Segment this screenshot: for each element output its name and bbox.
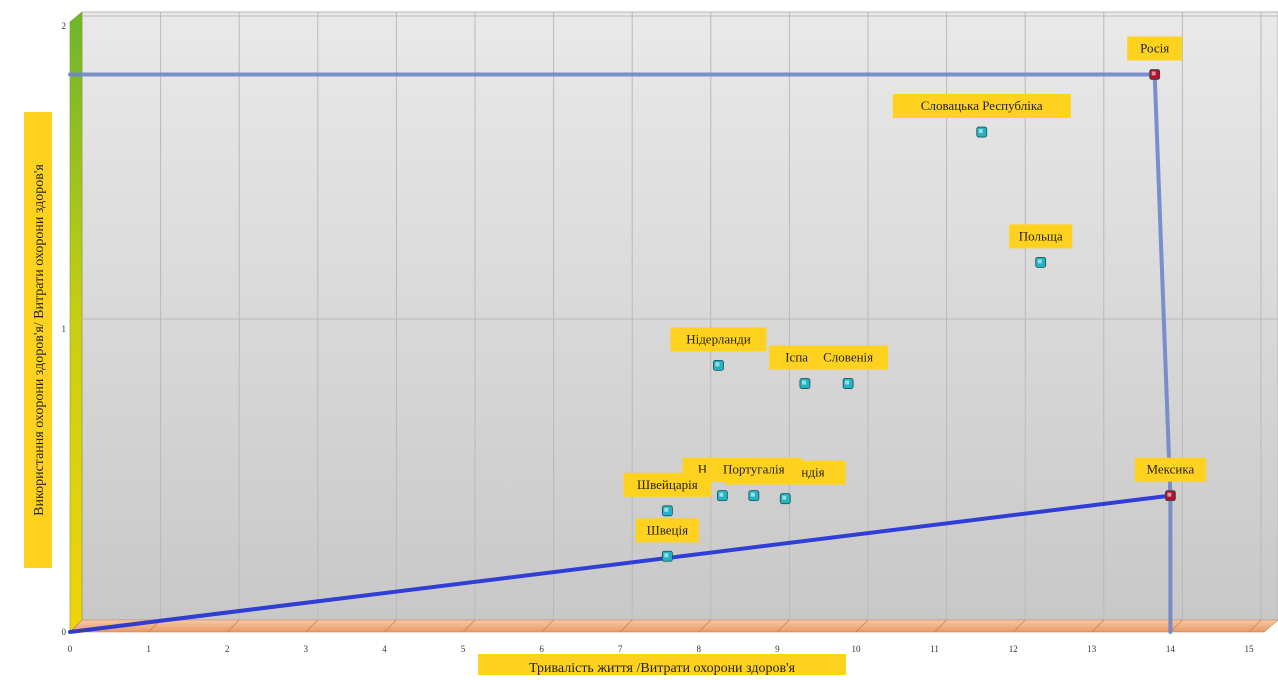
x-tick-label: 11 bbox=[930, 644, 939, 654]
data-point: Словенія bbox=[808, 345, 888, 389]
x-axis-title: Тривалість життя /Витрати охорони здоров… bbox=[478, 654, 846, 678]
x-tick-label: 12 bbox=[1009, 644, 1018, 654]
point-label-background bbox=[635, 518, 699, 543]
point-label: Швейцарія bbox=[637, 477, 698, 492]
data-points: Росія Словацька Республіка Польща Нідерланд… bbox=[623, 36, 1207, 562]
point-marker-highlight bbox=[750, 492, 755, 497]
point-marker-highlight bbox=[719, 492, 724, 497]
grid-line-x-floor bbox=[462, 619, 476, 633]
x-tick-label: 7 bbox=[618, 644, 623, 654]
grid-line-x-floor bbox=[1091, 619, 1105, 633]
x-tick-label: 1 bbox=[146, 644, 151, 654]
point-label: Нідерланди bbox=[686, 331, 751, 346]
x-tick-label: 0 bbox=[68, 644, 73, 654]
point-label-background bbox=[892, 94, 1071, 119]
point-marker-highlight bbox=[978, 129, 983, 134]
point-marker-highlight bbox=[782, 495, 787, 500]
x-tick-label: 5 bbox=[461, 644, 466, 654]
frontier-line bbox=[1152, 72, 1173, 498]
x-tick-label: 8 bbox=[697, 644, 702, 654]
point-marker-highlight bbox=[715, 362, 720, 367]
point-marker-highlight bbox=[845, 380, 850, 385]
point-marker-highlight bbox=[664, 507, 669, 512]
point-label: Словацька Республіка bbox=[921, 98, 1043, 113]
point-label-background bbox=[808, 345, 888, 370]
point-marker-highlight bbox=[664, 553, 669, 558]
y-tick-label: 1 bbox=[62, 324, 67, 334]
data-point: Нідерланди bbox=[670, 327, 767, 371]
x-tick-label: 14 bbox=[1166, 644, 1176, 654]
data-point: Португалія bbox=[705, 457, 802, 502]
point-label-background bbox=[670, 327, 767, 352]
grid-line-x-floor bbox=[541, 619, 554, 633]
grid-line-x-floor bbox=[1248, 619, 1262, 633]
point-label-background bbox=[1009, 224, 1073, 249]
y-axis-label: Використання охорони здоров'я/ Витрати о… bbox=[32, 164, 47, 516]
data-point: Мексика bbox=[1134, 457, 1207, 502]
point-label: Португалія bbox=[723, 462, 785, 477]
x-tick-label: 15 bbox=[1245, 644, 1255, 654]
point-label: Польща bbox=[1019, 228, 1063, 243]
x-axis-floor bbox=[69, 619, 1278, 633]
data-point: Словацька Республіка bbox=[892, 94, 1071, 138]
frontier-line bbox=[68, 493, 1173, 634]
x-tick-label: 4 bbox=[382, 644, 387, 654]
x-tick-label: 9 bbox=[775, 644, 780, 654]
x-tick-label: 3 bbox=[304, 644, 309, 654]
grid-line-x-floor bbox=[305, 619, 319, 633]
point-label: Швеція bbox=[647, 522, 689, 537]
point-label-background bbox=[623, 472, 712, 497]
point-label: Мексика bbox=[1147, 462, 1195, 477]
point-marker-highlight bbox=[1167, 492, 1172, 497]
grid-line-x-floor bbox=[934, 619, 947, 633]
y-tick-label: 2 bbox=[62, 21, 67, 31]
y-axis-wall bbox=[69, 11, 83, 633]
data-point: Швеція bbox=[635, 518, 699, 562]
point-label-background bbox=[705, 457, 802, 482]
point-marker-highlight bbox=[801, 380, 806, 385]
grid-line-x-floor bbox=[855, 619, 869, 633]
grid-line-x-floor bbox=[698, 619, 712, 633]
point-label-background bbox=[1127, 36, 1183, 61]
x-tick-label: 13 bbox=[1087, 644, 1097, 654]
x-axis-label: Тривалість життя /Витрати охорони здоров… bbox=[529, 661, 796, 675]
point-label: Словенія bbox=[823, 350, 873, 365]
x-tick-label: 6 bbox=[539, 644, 544, 654]
grid-line-x-floor bbox=[384, 619, 397, 633]
grid-line-x-floor bbox=[226, 619, 240, 633]
data-point: Росія bbox=[1127, 36, 1183, 80]
grid-line-x-floor bbox=[1012, 619, 1026, 633]
point-marker-highlight bbox=[1037, 259, 1042, 264]
grid-line-x-floor bbox=[619, 619, 633, 633]
point-label: Росія bbox=[1140, 40, 1169, 55]
grid-line-x-floor bbox=[777, 619, 790, 633]
y-tick-label: 0 bbox=[62, 627, 67, 637]
y-axis-title: Використання охорони здоров'я/ Витрати о… bbox=[24, 112, 52, 568]
x-tick-label: 2 bbox=[225, 644, 230, 654]
point-marker-highlight bbox=[1151, 71, 1156, 76]
frontier-lines bbox=[68, 72, 1173, 634]
x-tick-label: 10 bbox=[852, 644, 862, 654]
data-point: Швейцарія bbox=[623, 472, 712, 517]
data-point: Польща bbox=[1009, 224, 1073, 268]
point-label-background bbox=[1134, 457, 1207, 482]
